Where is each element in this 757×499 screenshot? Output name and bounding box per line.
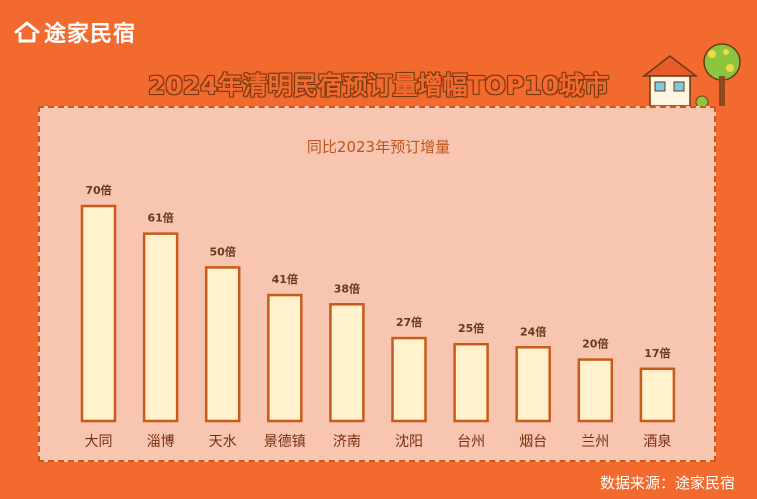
data-source: 数据来源：途家民宿 <box>599 474 735 492</box>
data-label: 61倍 <box>147 211 173 225</box>
category-label: 济南 <box>333 434 361 450</box>
category-label: 酒泉 <box>643 433 671 450</box>
bar-台州 <box>453 342 489 423</box>
brand-name: 途家民宿 <box>44 22 137 47</box>
house-tree-illustration-icon <box>641 43 741 109</box>
page-title: 2024年清明民宿预订量增幅TOP10城市 <box>148 71 609 100</box>
brand-logo: 途家民宿 <box>14 16 136 48</box>
data-label: 17倍 <box>644 346 670 360</box>
category-label: 淄博 <box>147 433 175 450</box>
bar-兰州 <box>577 358 614 423</box>
chart-subtitle: 同比2023年预订增量 <box>306 138 451 156</box>
data-label: 25倍 <box>458 321 484 335</box>
category-label: 台州 <box>457 434 485 450</box>
data-label: 41倍 <box>272 272 298 286</box>
data-label: 50倍 <box>210 244 236 258</box>
bar-天水 <box>204 266 241 423</box>
data-label: 38倍 <box>334 281 360 295</box>
bar-酒泉 <box>639 367 676 423</box>
bar-景德镇 <box>267 293 303 423</box>
category-label: 景德镇 <box>264 434 306 450</box>
house-logo-icon <box>14 21 40 43</box>
category-label: 烟台 <box>519 434 547 450</box>
data-label: 70倍 <box>85 183 111 197</box>
data-label: 27倍 <box>396 315 422 329</box>
bar-淄博 <box>142 232 179 423</box>
category-label: 沈阳 <box>395 434 423 450</box>
category-label: 大同 <box>85 434 113 450</box>
category-label: 兰州 <box>581 434 609 450</box>
data-label: 20倍 <box>582 337 608 351</box>
bar-大同 <box>80 204 117 423</box>
bar-烟台 <box>515 346 551 423</box>
bar-济南 <box>329 303 365 423</box>
data-label: 24倍 <box>520 324 546 338</box>
category-label: 天水 <box>209 434 237 450</box>
bar-沈阳 <box>391 336 427 423</box>
